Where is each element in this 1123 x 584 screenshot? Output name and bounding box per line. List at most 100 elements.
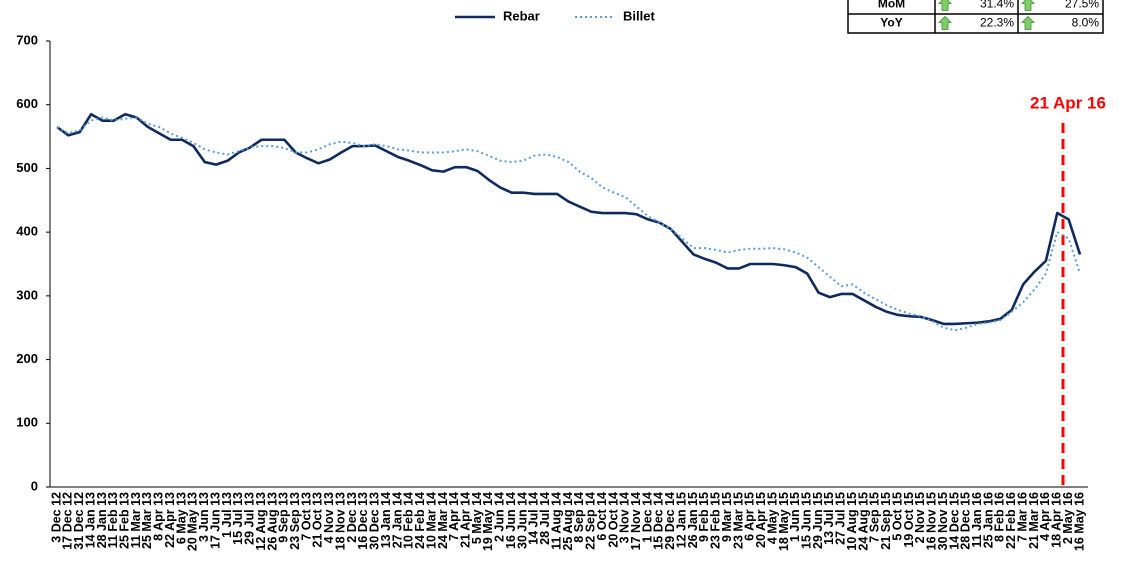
x-tick-label: 12 Aug 13	[254, 492, 268, 551]
x-tick-label: 7 Mar 16	[1015, 492, 1029, 542]
x-tick-label: 28 Jan 13	[95, 492, 109, 548]
cell-value: 27.5%	[1065, 0, 1099, 11]
x-tick-label: 7 Sep 15	[868, 492, 882, 543]
x-tick-label: 4 Apr 16	[1038, 492, 1052, 541]
x-tick-label: 28 Dec 15	[959, 492, 973, 550]
up-arrow	[1021, 15, 1035, 30]
x-tick-label: 25 Jan 16	[981, 492, 995, 548]
x-tick-label: 12 Jan 15	[674, 492, 688, 548]
summary-table: MoM 31.4% 27.5% YoY 22.3% 8.0%	[847, 0, 1104, 34]
up-arrow	[1021, 0, 1035, 11]
x-tick-label: 17 Dec 12	[61, 492, 75, 550]
x-tick-label: 14 Jan 13	[83, 492, 97, 548]
x-tick-label: 8 Apr 13	[152, 492, 166, 541]
x-tick-label: 6 Apr 15	[743, 492, 757, 541]
x-tick-label: 2 Nov 15	[913, 492, 927, 543]
cell-value: 22.3%	[980, 16, 1014, 30]
up-arrow	[938, 0, 952, 11]
x-tick-label: 1 Jul 13	[220, 492, 234, 538]
x-tick-label: 3 Jun 13	[197, 492, 211, 542]
x-tick-label: 4 Nov 13	[322, 492, 336, 543]
x-tick-label: 18 Apr 16	[1050, 492, 1064, 548]
cell-value: 31.4%	[980, 0, 1014, 11]
x-tick-label: 20 Apr 15	[754, 492, 768, 548]
x-tick-label: 17 Jun 13	[208, 492, 222, 549]
x-tick-label: 1 Jun 15	[788, 492, 802, 542]
x-tick-label: 2 Jun 14	[493, 492, 507, 542]
x-tick-label: 17 Nov 14	[629, 492, 643, 550]
x-tick-label: 29 Dec 14	[663, 492, 677, 550]
x-tick-label: 2 May 16	[1061, 492, 1075, 544]
y-tick-label: 700	[16, 32, 38, 47]
x-tick-label: 30 Nov 15	[936, 492, 950, 550]
annotation-label: 21 Apr 16	[1030, 93, 1106, 112]
x-tick-label: 11 Feb 13	[106, 492, 120, 548]
x-tick-label: 11 Jan 16	[970, 492, 984, 548]
x-tick-label: 18 May 15	[777, 492, 791, 551]
x-tick-label: 28 Jul 14	[538, 492, 552, 545]
y-tick-label: 600	[16, 96, 38, 111]
x-tick-label: 19 Oct 15	[902, 492, 916, 548]
x-tick-label: 13 Jul 15	[822, 492, 836, 545]
x-tick-label: 11 Mar 13	[129, 492, 143, 548]
x-tick-label: 4 May 15	[765, 492, 779, 544]
series-line	[56, 112, 1082, 326]
x-tick-label: 21 Mar 16	[1027, 492, 1041, 549]
x-tick-label: 9 Sep 13	[277, 492, 291, 543]
x-tick-label: 24 Aug 15	[856, 492, 870, 551]
x-tick-label: 31 Dec 12	[72, 492, 86, 550]
x-tick-label: 10 Mar 14	[424, 492, 438, 549]
x-tick-label: 14 Jul 14	[527, 492, 541, 545]
x-tick-label: 20 May 13	[186, 492, 200, 551]
x-tick-label: 5 Oct 15	[890, 492, 904, 541]
x-tick-label: 27 Jan 14	[390, 492, 404, 548]
up-arrow	[938, 15, 952, 30]
x-tick-label: 26 Aug 13	[265, 492, 279, 551]
x-tick-label: 21 Oct 13	[311, 492, 325, 548]
x-tick-label: 25 Aug 14	[561, 492, 575, 551]
x-tick-label: 15 Jul 13	[231, 492, 245, 545]
x-tick-label: 21 Sep 15	[879, 492, 893, 550]
x-tick-label: 21 Apr 14	[458, 492, 472, 548]
x-tick-label: 22 Feb 16	[1004, 492, 1018, 549]
cell-value: 8.0%	[1072, 16, 1100, 30]
x-tick-label: 6 Oct 14	[595, 492, 609, 541]
x-tick-label: 24 Mar 14	[436, 492, 450, 549]
x-tick-label: 10 Feb 14	[402, 492, 416, 549]
series-line	[56, 116, 1081, 332]
y-tick-label: 100	[16, 415, 38, 430]
x-tick-label: 30 Dec 13	[368, 492, 382, 550]
x-tick-label: 22 Apr 13	[163, 492, 177, 548]
x-tick-label: 30 Jun 14	[515, 492, 529, 549]
y-tick-label: 500	[16, 160, 38, 175]
x-tick-label: 5 May 14	[470, 492, 484, 544]
x-tick-label: 25 Feb 13	[117, 492, 131, 549]
x-tick-label: 26 Jan 15	[686, 492, 700, 548]
x-tick-label: 19 May 14	[481, 492, 495, 551]
x-tick-label: 29 Jul 13	[243, 492, 257, 545]
x-tick-label: 15 Jun 15	[799, 492, 813, 549]
x-tick-label: 16 Dec 13	[356, 492, 370, 550]
x-tick-label: 2 Dec 13	[345, 492, 359, 543]
x-tick-label: 1 Dec 14	[640, 492, 654, 543]
x-tick-label: 23 Feb 15	[709, 492, 723, 549]
x-tick-label: 6 May 13	[174, 492, 188, 544]
x-tick-label: 10 Aug 15	[845, 492, 859, 551]
x-tick-label: 18 Nov 13	[333, 492, 347, 550]
x-tick-label: 9 Feb 15	[697, 492, 711, 542]
x-tick-label: 16 Nov 15	[925, 492, 939, 550]
x-tick-label: 3 Dec 12	[49, 492, 63, 543]
x-tick-label: 8 Feb 16	[993, 492, 1007, 542]
legend-label: Billet	[623, 8, 655, 23]
y-tick-label: 0	[31, 478, 38, 493]
x-tick-label: 7 Oct 13	[299, 492, 313, 541]
x-tick-label: 14 Dec 15	[947, 492, 961, 550]
row-label: YoY	[880, 16, 902, 30]
x-tick-label: 23 Sep 13	[288, 492, 302, 550]
x-tick-label: 8 Sep 14	[572, 492, 586, 543]
x-tick-label: 7 Apr 14	[447, 492, 461, 541]
x-tick-label: 13 Jan 14	[379, 492, 393, 548]
x-tick-label: 16 Jun 14	[504, 492, 518, 549]
